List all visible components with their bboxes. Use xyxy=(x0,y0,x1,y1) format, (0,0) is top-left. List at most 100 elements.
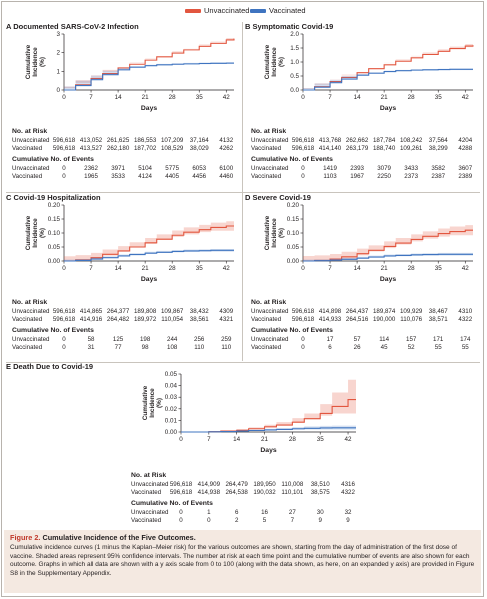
panel-title: A Documented SARS-CoV-2 Infection xyxy=(6,22,139,31)
events-value: 45 xyxy=(380,343,388,351)
ci-band-vaccinated xyxy=(64,62,234,90)
events-value: 55 xyxy=(434,343,442,351)
at-risk-value: 4132 xyxy=(219,137,234,144)
risk-table: No. at Risk Unvaccinated 596,618 414,898 264… xyxy=(251,299,483,359)
at-risk-value: 4262 xyxy=(219,144,234,152)
events-value: 0 xyxy=(301,343,305,351)
x-tick-label: 21 xyxy=(381,265,389,272)
events-value: 3533 xyxy=(111,172,125,180)
y-tick-label: 0.20 xyxy=(287,202,300,209)
y-tick-label: 0.03 xyxy=(165,394,178,401)
at-risk-value: 38,571 xyxy=(428,315,448,323)
events-value: 77 xyxy=(114,343,122,351)
events-value: 3971 xyxy=(111,165,125,172)
at-risk-value: 262,662 xyxy=(345,137,369,144)
x-tick-label: 14 xyxy=(354,94,362,101)
chart-svg: CumulativeIncidence(%) 0.00 0.01 0.02 0.03 0.… xyxy=(142,371,356,454)
events-value: 4124 xyxy=(138,172,152,180)
events-value: 3079 xyxy=(377,165,391,172)
series-line-vaccinated xyxy=(303,68,473,91)
at-risk-value: 189,950 xyxy=(253,481,276,488)
x-tick-label: 35 xyxy=(196,94,204,101)
y-tick-label: 3 xyxy=(56,31,60,38)
events-value: 1103 xyxy=(323,172,337,180)
at-risk-value: 4310 xyxy=(458,308,473,315)
events-value: 110 xyxy=(194,343,205,351)
events-value: 0 xyxy=(179,509,183,516)
events-value: 27 xyxy=(288,509,296,516)
x-tick-label: 7 xyxy=(207,436,211,443)
series-line-unvaccinated xyxy=(64,38,235,91)
legend-swatch-vaccinated xyxy=(250,8,266,13)
y-tick-label: 0.05 xyxy=(48,244,61,251)
events-value: 5104 xyxy=(138,165,152,172)
panel-b: B Symptomatic Covid-19 CumulativeIncidenc… xyxy=(245,22,481,188)
x-axis-label: Days xyxy=(380,105,396,112)
y-tick-label: 1.5 xyxy=(290,45,299,52)
at-risk-value: 264,538 xyxy=(225,488,248,496)
at-risk-value: 38,510 xyxy=(310,481,330,488)
events-value: 108 xyxy=(167,343,178,351)
x-tick-label: 7 xyxy=(89,94,93,101)
events-row-label: Vaccinated xyxy=(12,172,43,180)
y-tick-label: 0.01 xyxy=(165,417,178,424)
at-risk-value: 261,625 xyxy=(106,137,130,144)
x-tick-label: 0 xyxy=(179,436,183,443)
legend-item-vaccinated: Vaccinated xyxy=(250,6,306,15)
at-risk-value: 110,008 xyxy=(281,481,304,488)
at-risk-value: 414,933 xyxy=(318,315,342,323)
x-tick-label: 28 xyxy=(408,94,416,101)
series-line-vaccinated xyxy=(64,62,234,91)
at-risk-value: 38,467 xyxy=(428,308,448,315)
events-value: 6 xyxy=(234,509,239,516)
at-risk-row-label: Vaccinated xyxy=(12,315,43,323)
at-risk-value: 596,618 xyxy=(291,308,315,315)
events-value: 174 xyxy=(460,336,471,343)
events-row-label: Vaccinated xyxy=(131,516,162,524)
events-value: 3433 xyxy=(404,165,419,172)
y-tick-label: 1.0 xyxy=(290,59,299,66)
events-value: 114 xyxy=(379,336,390,343)
at-risk-value: 187,784 xyxy=(372,137,396,144)
panel-title: E Death Due to Covid-19 xyxy=(6,362,94,371)
risk-table: No. at Risk Unvaccinated 596,618 413,052 261… xyxy=(12,128,244,188)
divider-cd-e xyxy=(6,362,480,363)
events-value: 2 xyxy=(234,516,239,524)
y-tick-label: 0.00 xyxy=(48,258,61,265)
x-tick-label: 21 xyxy=(142,265,150,272)
events-value: 0 xyxy=(62,343,66,351)
at-risk-value: 596,618 xyxy=(52,315,76,323)
x-tick-label: 35 xyxy=(435,265,443,272)
x-tick-label: 0 xyxy=(301,265,305,272)
at-risk-value: 596,618 xyxy=(291,144,315,152)
at-risk-row-label: Unvaccinated xyxy=(12,137,50,144)
events-value: 244 xyxy=(167,336,178,343)
events-value: 157 xyxy=(406,336,417,343)
y-axis-label: CumulativeIncidence(%) xyxy=(264,44,285,79)
events-value: 6100 xyxy=(219,165,234,172)
at-risk-value: 186,553 xyxy=(133,137,157,144)
at-risk-value: 596,618 xyxy=(291,315,315,323)
events-value: 2393 xyxy=(350,165,364,172)
y-axis-label: CumulativeIncidence(%) xyxy=(264,215,285,250)
events-row-label: Unvaccinated xyxy=(12,336,50,343)
y-tick-label: 0.5 xyxy=(290,73,299,80)
at-risk-value: 596,618 xyxy=(52,137,76,144)
at-risk-value: 4288 xyxy=(458,144,473,152)
events-value: 1965 xyxy=(84,172,98,180)
events-value: 32 xyxy=(344,509,352,516)
at-risk-row-label: Vaccinated xyxy=(251,144,282,152)
at-risk-value: 414,916 xyxy=(79,315,103,323)
at-risk-value: 187,702 xyxy=(133,144,157,152)
events-value: 259 xyxy=(221,336,232,343)
events-value: 198 xyxy=(139,336,151,343)
at-risk-row-label: Unvaccinated xyxy=(251,137,289,144)
x-tick-label: 28 xyxy=(169,94,177,101)
at-risk-value: 414,865 xyxy=(79,308,103,315)
risk-table: No. at Risk Unvaccinated 596,618 414,865 264… xyxy=(12,299,244,359)
events-title: Cumulative No. of Events xyxy=(251,327,333,334)
at-risk-value: 108,242 xyxy=(399,137,423,144)
events-title: Cumulative No. of Events xyxy=(12,156,94,163)
panel-title: B Symptomatic Covid-19 xyxy=(245,22,334,31)
